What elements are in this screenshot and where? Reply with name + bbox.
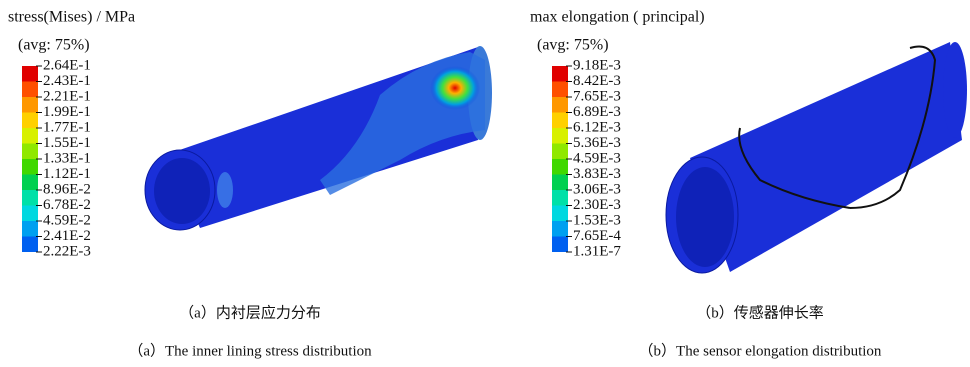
legend-swatch (552, 237, 568, 253)
legend-swatch (552, 190, 568, 206)
panel-title: stress(Mises) / MPa (8, 9, 135, 26)
legend-label: 1.77E-1 (43, 119, 91, 135)
legend-swatch (22, 144, 38, 160)
legend-label: 9.18E-3 (573, 57, 621, 73)
legend-swatch (22, 175, 38, 191)
sensor-cylinder (666, 42, 967, 273)
legend-label: 8.96E-2 (43, 181, 91, 197)
legend-swatch (22, 66, 38, 82)
panel-subtitle: (avg: 75%) (18, 37, 90, 54)
panel-subtitle: (avg: 75%) (537, 37, 609, 54)
legend-label: 2.43E-1 (43, 73, 91, 89)
legend-swatch (552, 144, 568, 160)
legend-label: 5.36E-3 (573, 135, 621, 151)
legend-label: 7.65E-4 (573, 228, 621, 244)
caption-cn: （b）传感器伸长率 (696, 304, 824, 321)
legend-label: 3.06E-3 (573, 181, 621, 197)
legend-swatch (22, 113, 38, 129)
caption-en: （a）The inner lining stress distribution (128, 342, 372, 359)
legend-swatch (22, 82, 38, 98)
legend-swatch (22, 237, 38, 253)
legend-swatch (22, 206, 38, 222)
legend-swatch (22, 97, 38, 113)
figure: stress(Mises) / MPa (avg: 75%) 2.64E-12.43… (0, 0, 970, 367)
panel-title: max elongation ( principal) (530, 9, 705, 26)
legend-label: 8.42E-3 (573, 73, 621, 89)
legend-label: 1.99E-1 (43, 104, 91, 120)
legend-swatch (552, 97, 568, 113)
legend-swatch (552, 206, 568, 222)
caption-en: （b）The sensor elongation distribution (639, 342, 882, 359)
legend-label: 2.21E-1 (43, 88, 91, 104)
legend-swatch (552, 221, 568, 237)
legend-label: 1.55E-1 (43, 135, 91, 151)
legend-label: 2.41E-2 (43, 228, 91, 244)
legend-label: 3.83E-3 (573, 166, 621, 182)
legend-label: 4.59E-2 (43, 212, 91, 228)
legend-label: 6.89E-3 (573, 104, 621, 120)
legend-swatch (552, 66, 568, 82)
legend-label: 2.22E-3 (43, 243, 91, 259)
legend-label: 7.65E-3 (573, 88, 621, 104)
stress-cylinder (145, 46, 492, 230)
caption-cn: （a）内衬层应力分布 (179, 303, 321, 321)
legend-swatch (552, 128, 568, 144)
legend-swatch (22, 128, 38, 144)
legend-label: 4.59E-3 (573, 150, 621, 166)
legend-swatch (22, 190, 38, 206)
legend-label: 2.30E-3 (573, 197, 621, 213)
legend-label: 1.12E-1 (43, 166, 91, 182)
legend-swatch (552, 159, 568, 175)
legend-label: 6.12E-3 (573, 119, 621, 135)
legend-label: 1.33E-1 (43, 150, 91, 166)
legend-label: 6.78E-2 (43, 197, 91, 213)
legend-label: 2.64E-1 (43, 57, 91, 73)
legend-swatch (552, 82, 568, 98)
legend-swatch (552, 175, 568, 191)
legend-label: 1.31E-7 (573, 243, 621, 259)
legend-swatch (22, 221, 38, 237)
legend-swatch (552, 113, 568, 129)
legend-label: 1.53E-3 (573, 212, 621, 228)
legend-swatch (22, 159, 38, 175)
